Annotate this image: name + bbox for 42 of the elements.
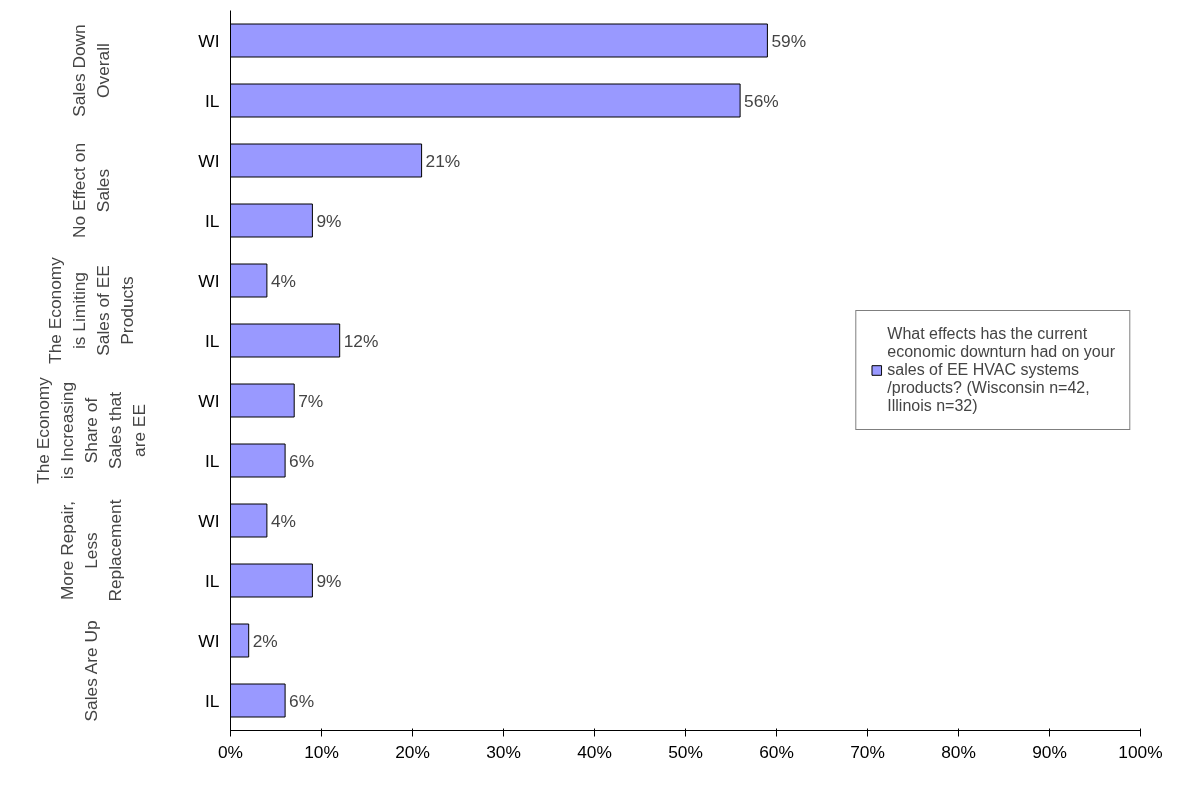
- text: The Economy is Increasing Share of Sales that are EE: [32, 376, 149, 484]
- x-tick-label: 30%: [486, 741, 521, 762]
- y-tick-label: WI: [198, 390, 220, 411]
- y-tick-label: IL: [205, 690, 220, 711]
- x-tick-label: 70%: [850, 741, 885, 762]
- legend-label: What effects has the current economic downturn had on your sales of EE HVAC systems /products? (Wisconsin n=42, Illinois n=32): [887, 325, 1115, 415]
- y-tick-label: IL: [205, 210, 220, 231]
- x-tick-label: 50%: [668, 741, 703, 762]
- y-tick-label: WI: [198, 150, 220, 171]
- data-label: 56%: [744, 90, 779, 111]
- data-label: 2%: [252, 630, 278, 651]
- x-tick-label: 0%: [217, 741, 244, 762]
- text: Sales Down Overall: [68, 24, 113, 117]
- x-tick-label: 100%: [1118, 741, 1163, 762]
- data-label: 9%: [316, 210, 342, 231]
- data-label: 12%: [343, 330, 379, 351]
- text: No Effect on Sales: [68, 142, 113, 239]
- data-label: 4%: [270, 270, 296, 291]
- y-tick-label: WI: [198, 270, 220, 291]
- data-label: 6%: [289, 450, 315, 471]
- y-tick-label: IL: [205, 330, 220, 351]
- y-tick-label: WI: [198, 510, 220, 531]
- y-tick-label: IL: [205, 450, 220, 471]
- text: More Repair, Less Replacement: [56, 499, 125, 602]
- x-tick-label: 60%: [759, 741, 794, 762]
- data-label: 59%: [771, 30, 807, 51]
- y-tick-label: WI: [198, 630, 220, 651]
- y-tick-label: WI: [198, 30, 220, 51]
- x-tick-label: 10%: [304, 741, 339, 762]
- x-tick-label: 90%: [1032, 741, 1067, 762]
- data-label: 9%: [316, 570, 342, 591]
- y-tick-label: IL: [205, 90, 220, 111]
- x-tick-label: 20%: [395, 741, 430, 762]
- data-label: 7%: [298, 390, 324, 411]
- data-label: 4%: [270, 510, 296, 531]
- data-label: 21%: [425, 150, 461, 171]
- text: The Economy is Limiting Sales of EE Products: [44, 256, 137, 364]
- x-tick-label: 40%: [577, 741, 612, 762]
- x-tick-label: 80%: [941, 741, 976, 762]
- text: Sales Are Up: [80, 620, 101, 722]
- data-label: 6%: [289, 690, 315, 711]
- y-tick-label: IL: [205, 570, 220, 591]
